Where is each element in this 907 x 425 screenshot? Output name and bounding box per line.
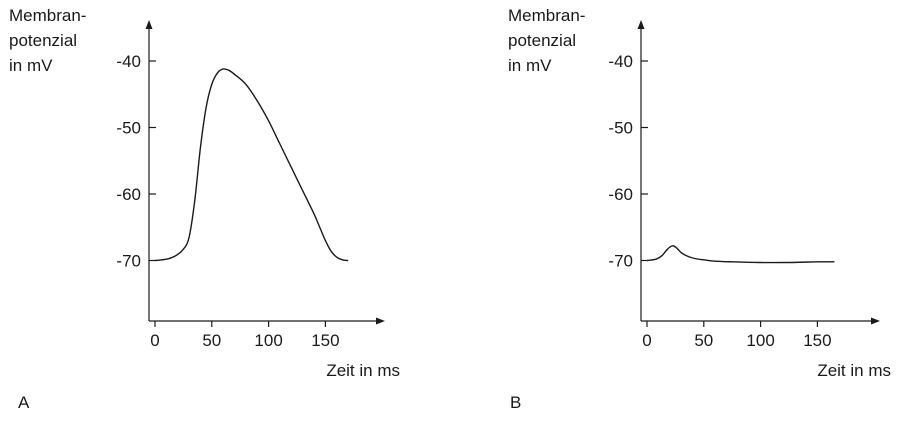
panel-b-x-axis-label: Zeit in ms xyxy=(817,361,891,380)
panel-a-y-tick-label: -40 xyxy=(116,52,141,71)
panel-b-y-axis-label: Membran- xyxy=(508,6,585,25)
panel-a-label: A xyxy=(18,393,30,412)
panel-b-y-tick-label: -60 xyxy=(608,185,633,204)
panel-a-x-tick-label: 0 xyxy=(150,331,159,350)
panel-b-x-tick-label: 50 xyxy=(694,331,713,350)
panel-b-membrane-potential-curve xyxy=(646,245,835,264)
panel-b-label: B xyxy=(510,393,521,412)
panel-b-y-axis-label: potenzial xyxy=(508,31,576,50)
panel-a-y-tick-label: -70 xyxy=(116,252,141,271)
panel-b-y-axis-arrow xyxy=(637,20,645,29)
panel-b-y-axis-label: in mV xyxy=(508,56,552,75)
panel-b-y-tick-label: -70 xyxy=(608,252,633,271)
panel-b-x-tick-label: 150 xyxy=(803,331,831,350)
panel-b-x-tick-label: 0 xyxy=(642,331,651,350)
panel-a-y-axis-label: Membran- xyxy=(9,6,86,25)
panel-b-y-tick-label: -40 xyxy=(608,52,633,71)
panel-a-x-tick-label: 100 xyxy=(254,331,282,350)
panel-a-membrane-potential-curve xyxy=(154,68,349,262)
panel-a-y-axis-arrow xyxy=(145,20,153,29)
panel-a-x-axis-label: Zeit in ms xyxy=(326,361,400,380)
panel-b-y-tick-label: -50 xyxy=(608,119,633,138)
panel-b-x-axis-arrow xyxy=(871,317,880,325)
panel-a-x-tick-label: 50 xyxy=(202,331,221,350)
panel-a-x-axis-arrow xyxy=(376,317,385,325)
panel-a-y-tick-label: -50 xyxy=(116,119,141,138)
panel-a-x-tick-label: 150 xyxy=(311,331,339,350)
panel-b-x-tick-label: 100 xyxy=(746,331,774,350)
panel-a-y-axis-label: in mV xyxy=(9,56,53,75)
panel-a-y-axis-label: potenzial xyxy=(9,31,77,50)
panel-a-y-tick-label: -60 xyxy=(116,185,141,204)
